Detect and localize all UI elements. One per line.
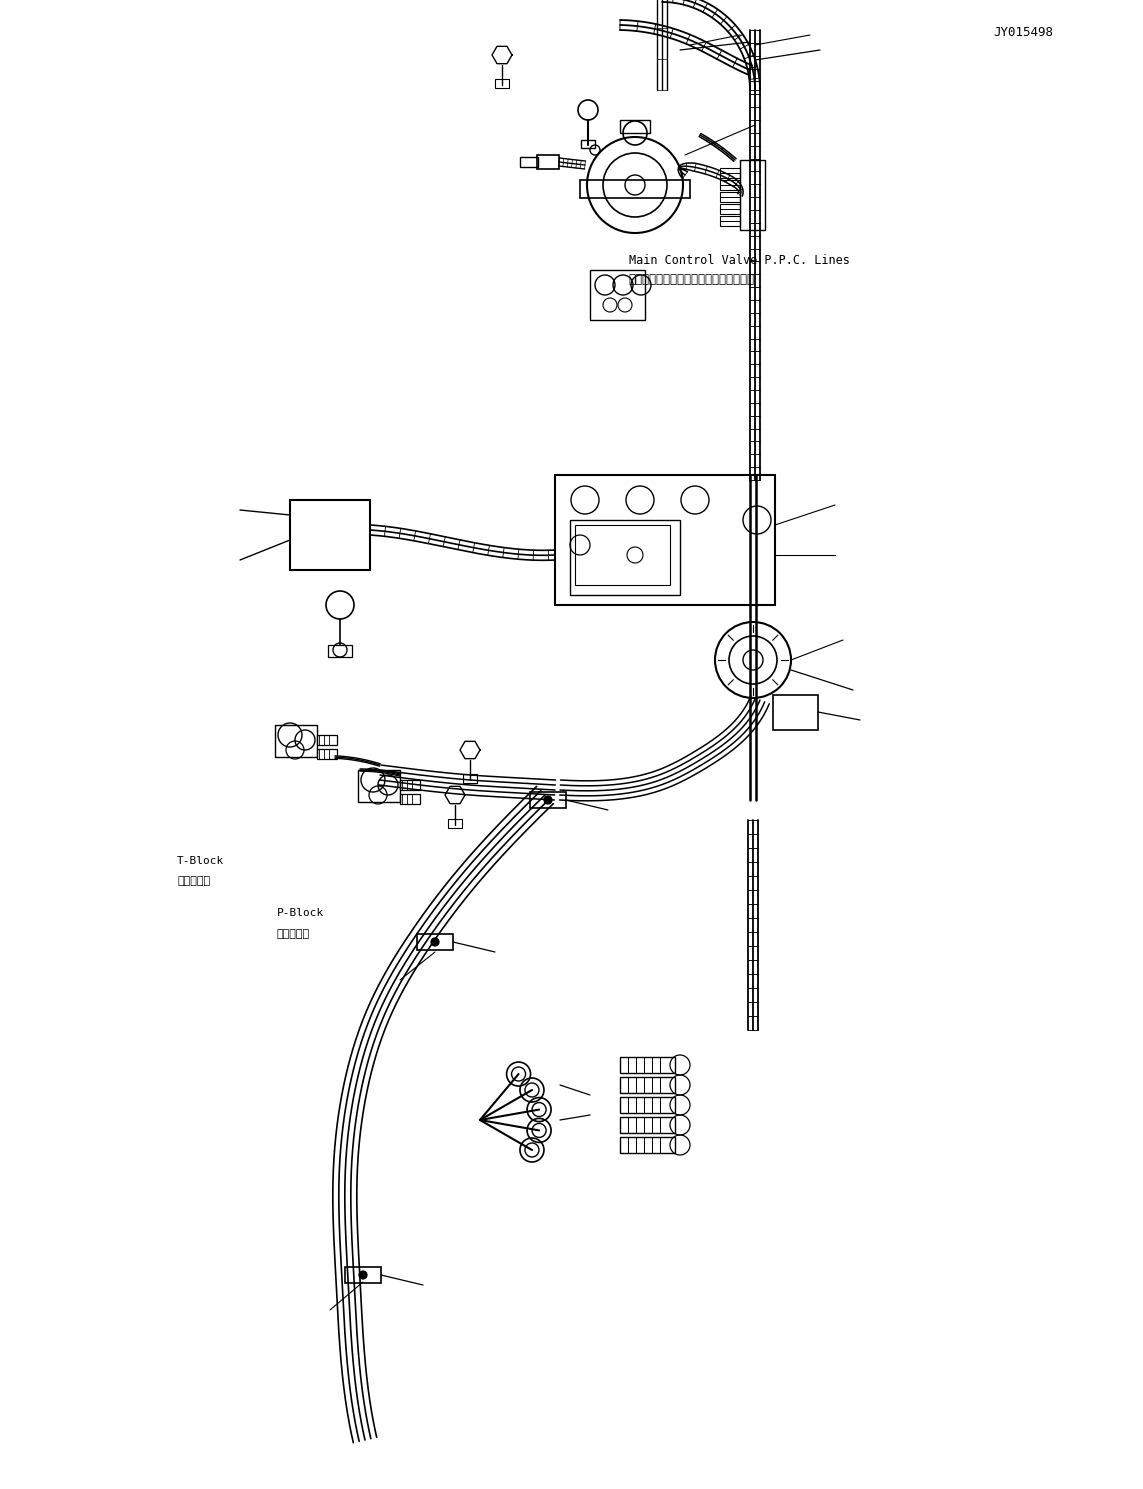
Circle shape	[359, 1272, 367, 1279]
Bar	[530, 792, 566, 809]
Bar	[620, 1117, 676, 1133]
Bar	[620, 121, 650, 133]
Text: テブロック: テブロック	[177, 877, 210, 886]
Bar	[275, 725, 317, 756]
Bar	[720, 204, 740, 214]
Text: P-Block: P-Block	[277, 908, 323, 917]
Bar	[590, 270, 645, 320]
Text: T-Block: T-Block	[177, 856, 224, 865]
Bar	[317, 736, 337, 744]
Bar	[345, 1267, 381, 1284]
Bar	[581, 140, 596, 147]
Bar	[620, 1138, 676, 1152]
Bar	[720, 168, 740, 179]
Text: Main Control Valve P.P.C. Lines: Main Control Valve P.P.C. Lines	[629, 255, 849, 267]
Bar	[495, 79, 509, 88]
Bar	[720, 216, 740, 226]
Bar	[328, 645, 352, 657]
Bar	[575, 526, 670, 585]
Bar	[317, 749, 337, 759]
Bar	[400, 794, 419, 804]
Circle shape	[544, 797, 552, 804]
Bar	[290, 500, 370, 570]
Bar	[720, 180, 740, 191]
Bar	[580, 180, 690, 198]
Bar	[520, 156, 538, 167]
Text: メインコントロールバルブＰＰＣライン: メインコントロールバルブＰＰＣライン	[629, 274, 754, 286]
Bar	[358, 770, 400, 803]
Bar	[620, 1097, 676, 1112]
Bar	[720, 192, 740, 203]
Bar	[417, 934, 453, 950]
Bar	[448, 819, 462, 828]
Bar	[773, 695, 818, 730]
Bar	[620, 1077, 676, 1093]
Bar	[570, 520, 680, 596]
Circle shape	[431, 938, 439, 946]
Bar	[400, 780, 419, 791]
Text: プブロック: プブロック	[277, 929, 310, 938]
Bar	[740, 159, 765, 229]
Text: JY015498: JY015498	[993, 27, 1053, 39]
Bar	[620, 1057, 676, 1074]
Bar	[555, 475, 775, 605]
Bar	[463, 774, 477, 783]
Bar	[537, 155, 559, 168]
